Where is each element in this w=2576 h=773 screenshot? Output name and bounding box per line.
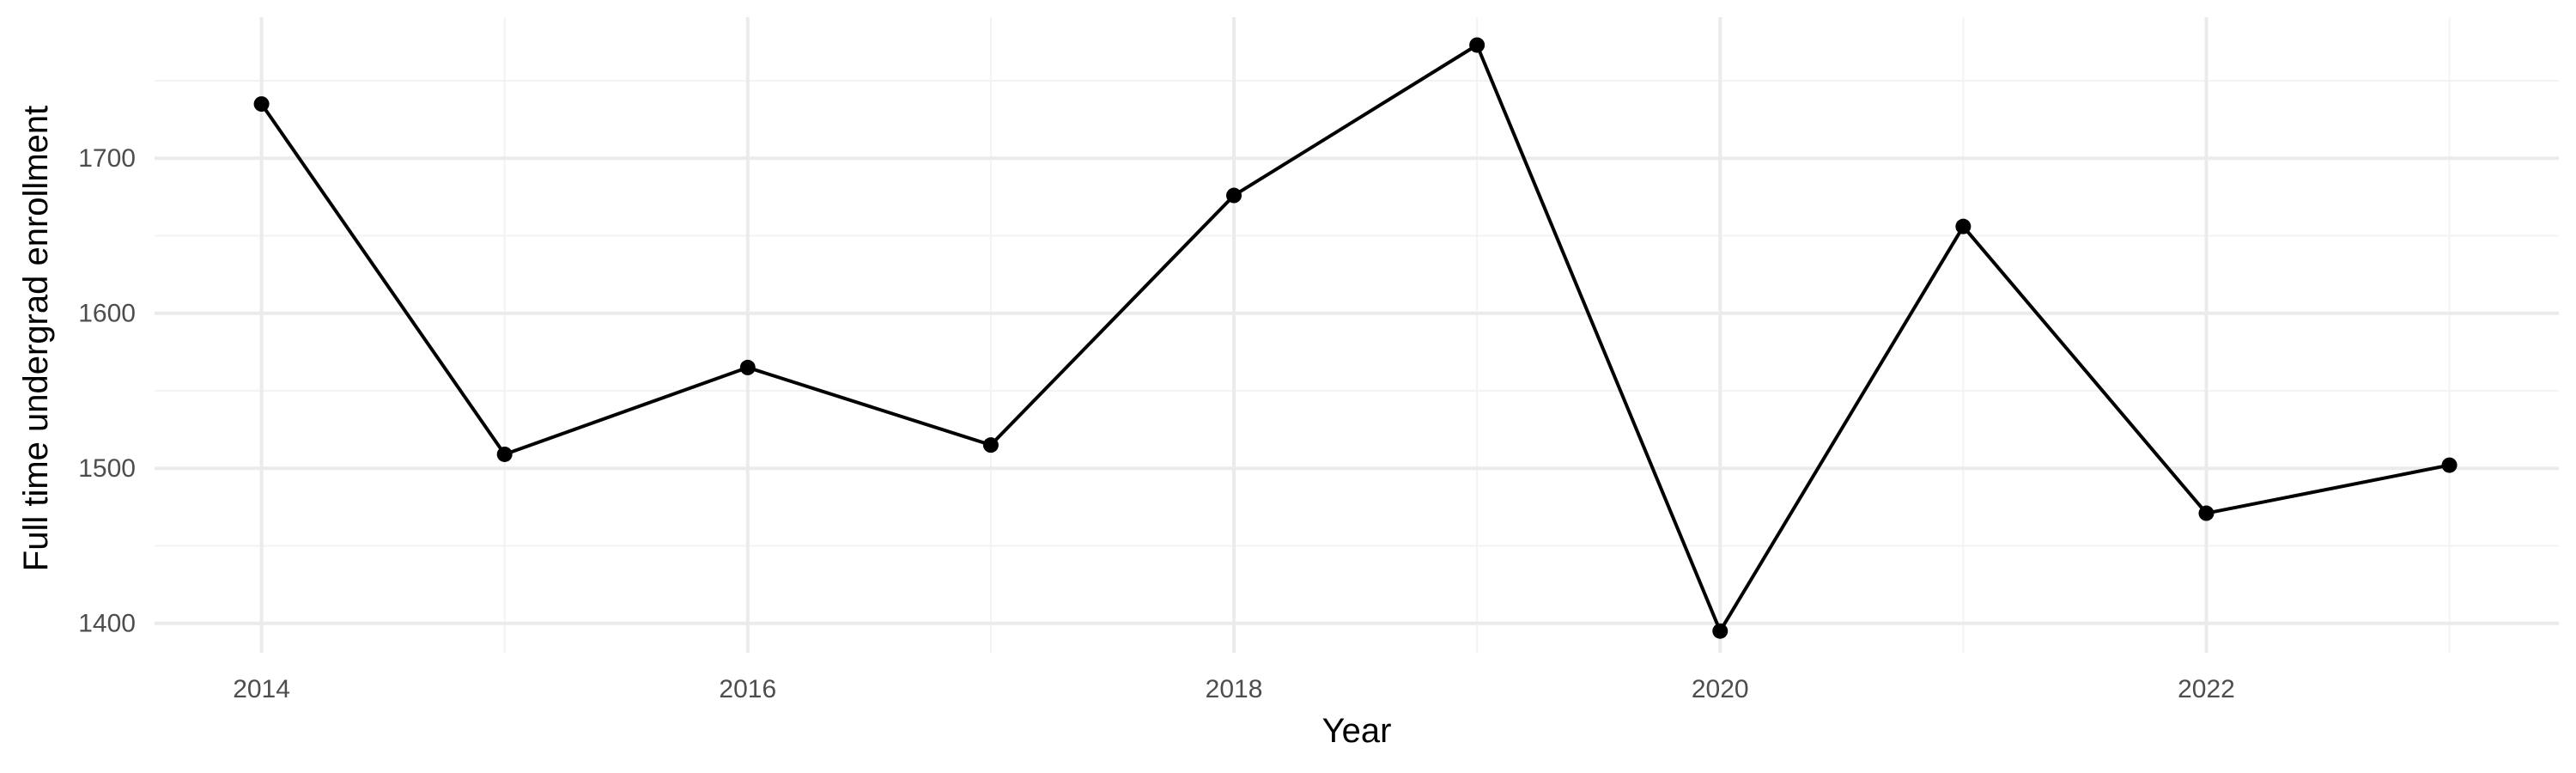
data-point (2441, 457, 2458, 473)
x-tick-label: 2020 (1692, 675, 1749, 703)
x-axis-tick-labels: 2014 2016 2018 2020 2022 (233, 675, 2235, 703)
y-axis-tick-labels: 1400 1500 1600 1700 (78, 144, 136, 637)
data-point (1469, 37, 1485, 53)
x-axis-title: Year (1322, 712, 1392, 750)
x-tick-label: 2014 (233, 675, 290, 703)
y-tick-label: 1600 (78, 300, 136, 328)
x-tick-label: 2022 (2178, 675, 2235, 703)
data-point (1712, 623, 1728, 639)
x-tick-label: 2016 (719, 675, 776, 703)
minor-gridlines (155, 17, 2559, 653)
data-point (982, 437, 999, 453)
data-point (2198, 505, 2215, 521)
y-tick-label: 1400 (78, 610, 136, 638)
y-axis-title: Full time undergrad enrollment (17, 106, 55, 571)
x-tick-label: 2018 (1206, 675, 1263, 703)
major-gridlines (155, 17, 2559, 653)
data-point (739, 359, 756, 375)
data-point (1955, 218, 1971, 234)
data-point (496, 446, 513, 462)
series-line (259, 43, 2451, 633)
series-layer (253, 37, 2458, 639)
y-tick-label: 1500 (78, 454, 136, 483)
data-point (253, 96, 270, 113)
data-point (1226, 187, 1242, 204)
y-tick-label: 1700 (78, 144, 136, 173)
